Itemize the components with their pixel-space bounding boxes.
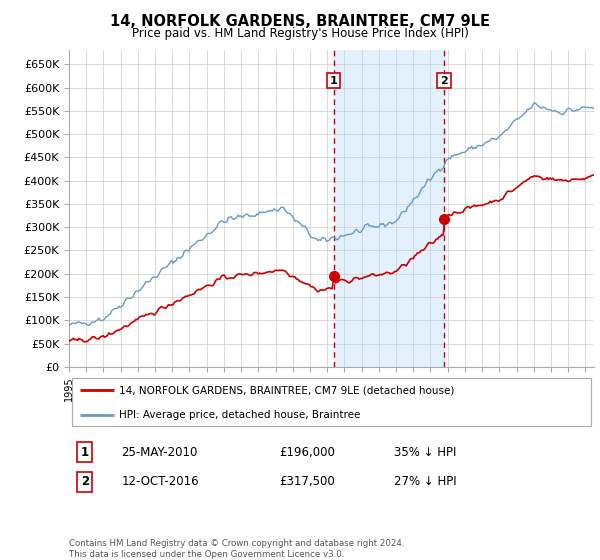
Text: 12-OCT-2016: 12-OCT-2016: [121, 475, 199, 488]
Text: £196,000: £196,000: [279, 446, 335, 459]
Text: HPI: Average price, detached house, Braintree: HPI: Average price, detached house, Brai…: [119, 410, 360, 420]
FancyBboxPatch shape: [71, 378, 592, 426]
Text: 1: 1: [80, 446, 89, 459]
Text: 1: 1: [330, 76, 338, 86]
Text: 2: 2: [440, 76, 448, 86]
Text: 35% ↓ HPI: 35% ↓ HPI: [395, 446, 457, 459]
Text: 14, NORFOLK GARDENS, BRAINTREE, CM7 9LE (detached house): 14, NORFOLK GARDENS, BRAINTREE, CM7 9LE …: [119, 385, 454, 395]
Text: £317,500: £317,500: [279, 475, 335, 488]
Text: Price paid vs. HM Land Registry's House Price Index (HPI): Price paid vs. HM Land Registry's House …: [131, 27, 469, 40]
Text: 2: 2: [80, 475, 89, 488]
Text: 14, NORFOLK GARDENS, BRAINTREE, CM7 9LE: 14, NORFOLK GARDENS, BRAINTREE, CM7 9LE: [110, 14, 490, 29]
Bar: [334, 50, 444, 367]
Text: 27% ↓ HPI: 27% ↓ HPI: [395, 475, 457, 488]
Text: 25-MAY-2010: 25-MAY-2010: [121, 446, 198, 459]
Text: Contains HM Land Registry data © Crown copyright and database right 2024.
This d: Contains HM Land Registry data © Crown c…: [69, 539, 404, 559]
